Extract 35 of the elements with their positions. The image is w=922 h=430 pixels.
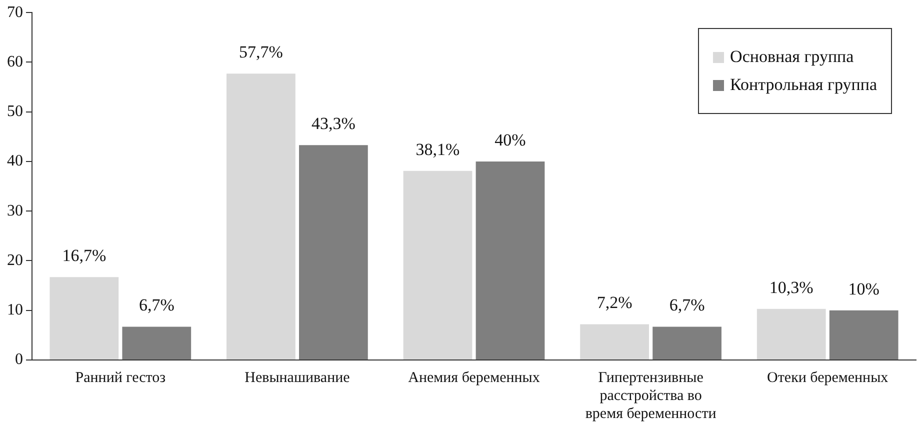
y-tick-label: 0 xyxy=(15,351,23,368)
y-tick-label: 10 xyxy=(7,302,23,319)
bar xyxy=(829,310,898,360)
bar xyxy=(299,145,368,360)
data-label: 6,7% xyxy=(138,296,174,315)
legend-label: Контрольная группа xyxy=(730,75,877,95)
data-label: 10% xyxy=(848,279,880,298)
x-tick-label: Гипертензивные расстройства во время беременности xyxy=(585,370,716,422)
bar xyxy=(403,170,472,360)
y-tick-label: 20 xyxy=(7,252,23,269)
data-label: 7,2% xyxy=(596,293,632,312)
data-label: 43,3% xyxy=(311,114,356,134)
data-label: 38,1% xyxy=(416,140,460,159)
legend-label: Основная группа xyxy=(730,47,854,67)
y-tick-label: 40 xyxy=(7,152,23,170)
data-label: 40% xyxy=(494,130,526,150)
data-label: 6,7% xyxy=(669,296,705,315)
x-tick-label: Ранний гестоз xyxy=(75,370,166,386)
x-tick-label: Отеки беременных xyxy=(767,370,889,386)
bar xyxy=(476,161,545,360)
bar xyxy=(50,277,119,360)
data-label: 10,3% xyxy=(769,278,814,297)
bar xyxy=(122,326,192,360)
x-tick-label: Невынашивание xyxy=(244,370,350,386)
y-tick-label: 50 xyxy=(7,103,23,120)
bar xyxy=(652,326,722,360)
y-tick-label: 70 xyxy=(7,4,23,21)
bar xyxy=(226,74,296,360)
bar xyxy=(580,324,649,360)
y-tick-label: 60 xyxy=(7,53,23,70)
data-label: 16,7% xyxy=(62,246,106,266)
data-label: 57,7% xyxy=(238,42,283,62)
bar xyxy=(756,308,826,360)
y-tick-label: 30 xyxy=(7,202,23,220)
x-tick-label: Анемия беременных xyxy=(408,370,540,386)
